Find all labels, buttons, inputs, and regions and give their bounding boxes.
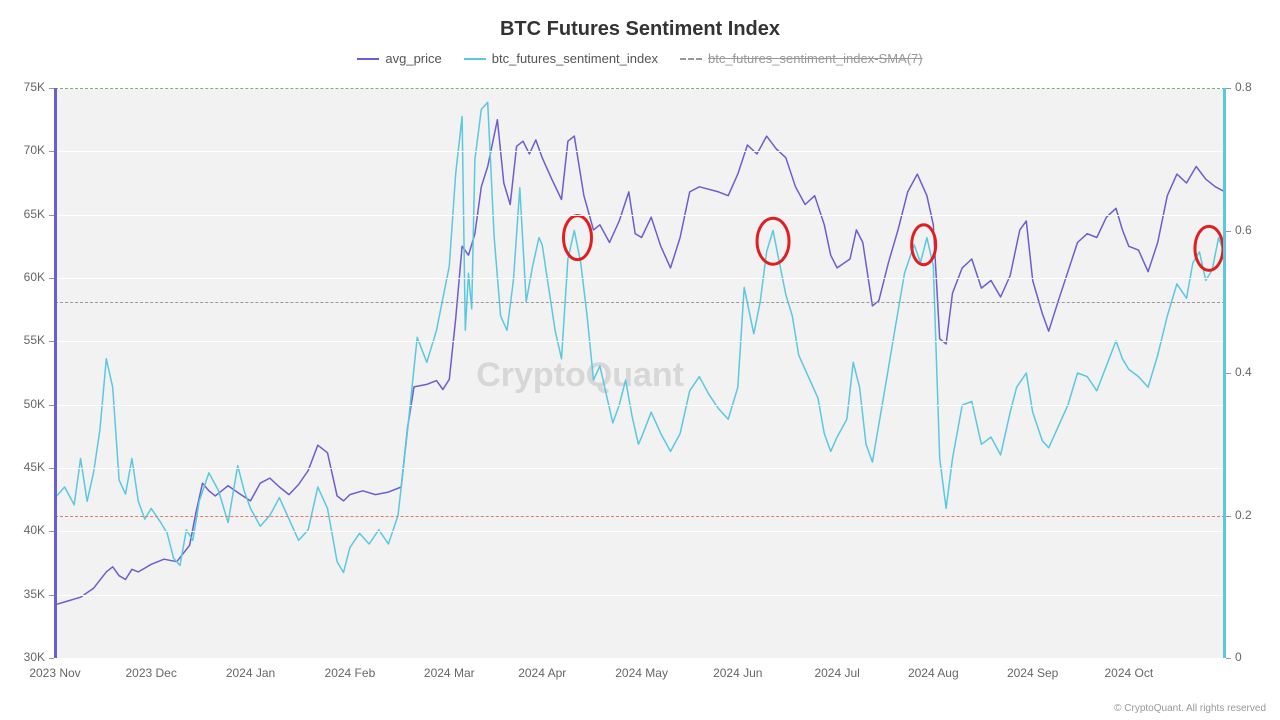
y-left-label: 40K — [0, 523, 45, 537]
tick — [49, 595, 54, 596]
y-left-label: 65K — [0, 207, 45, 221]
annotation-circle — [563, 216, 591, 260]
tick — [49, 278, 54, 279]
reference-line — [55, 88, 1225, 89]
gridline — [55, 341, 1225, 342]
legend-item[interactable]: avg_price — [357, 51, 441, 66]
legend-swatch — [680, 58, 702, 60]
gridline — [55, 215, 1225, 216]
series-sentiment — [55, 102, 1225, 572]
legend-item[interactable]: btc_futures_sentiment_index — [464, 51, 658, 66]
legend-item[interactable]: btc_futures_sentiment_index-SMA(7) — [680, 51, 923, 66]
y-left-label: 70K — [0, 143, 45, 157]
y-left-label: 30K — [0, 650, 45, 664]
x-axis-label: 2024 Apr — [518, 666, 566, 680]
y-right-label: 0 — [1235, 650, 1242, 664]
tick — [49, 215, 54, 216]
gridline — [55, 595, 1225, 596]
tick — [1226, 88, 1231, 89]
x-axis-label: 2024 Oct — [1104, 666, 1153, 680]
x-axis-label: 2023 Dec — [125, 666, 176, 680]
y-left-label: 35K — [0, 587, 45, 601]
annotation-circle — [912, 225, 936, 265]
reference-line — [55, 302, 1225, 303]
x-axis-label: 2024 Feb — [325, 666, 376, 680]
y-right-label: 0.8 — [1235, 80, 1252, 94]
chart-container: BTC Futures Sentiment Index avg_price btc… — [0, 0, 1280, 720]
y-left-label: 75K — [0, 80, 45, 94]
tick — [49, 468, 54, 469]
annotation-circle — [1195, 226, 1223, 270]
legend-swatch — [464, 58, 486, 60]
y-right-label: 0.4 — [1235, 365, 1252, 379]
tick — [49, 658, 54, 659]
x-axis-label: 2023 Nov — [29, 666, 80, 680]
tick — [49, 88, 54, 89]
legend-label: avg_price — [385, 51, 441, 66]
annotation-circle — [757, 218, 789, 264]
chart-title: BTC Futures Sentiment Index — [0, 0, 1280, 41]
legend-label: btc_futures_sentiment_index — [492, 51, 658, 66]
y-left-label: 45K — [0, 460, 45, 474]
legend-label: btc_futures_sentiment_index-SMA(7) — [708, 51, 923, 66]
line-svg-layer — [55, 88, 1225, 658]
y-left-label: 55K — [0, 333, 45, 347]
y-left-label: 60K — [0, 270, 45, 284]
y-right-label: 0.2 — [1235, 508, 1252, 522]
copyright: © CryptoQuant. All rights reserved — [1114, 703, 1266, 714]
x-axis-label: 2024 Mar — [424, 666, 475, 680]
x-axis-label: 2024 Jun — [713, 666, 762, 680]
x-axis-label: 2024 Jul — [814, 666, 859, 680]
y-right-label: 0.6 — [1235, 223, 1252, 237]
y-left-label: 50K — [0, 397, 45, 411]
plot-area: CryptoQuant — [55, 88, 1225, 658]
tick — [1226, 658, 1231, 659]
x-axis-label: 2024 Aug — [908, 666, 959, 680]
tick — [1226, 516, 1231, 517]
x-axis-label: 2024 Sep — [1007, 666, 1058, 680]
x-axis-label: 2024 Jan — [226, 666, 275, 680]
reference-line — [55, 516, 1225, 517]
gridline — [55, 405, 1225, 406]
legend: avg_price btc_futures_sentiment_index btc_… — [0, 51, 1280, 66]
tick — [49, 531, 54, 532]
gridline — [55, 531, 1225, 532]
gridline — [55, 278, 1225, 279]
x-axis-label: 2024 May — [615, 666, 668, 680]
gridline — [55, 468, 1225, 469]
legend-swatch — [357, 58, 379, 60]
tick — [1226, 373, 1231, 374]
tick — [49, 341, 54, 342]
tick — [49, 151, 54, 152]
left-axis-line — [54, 88, 57, 658]
gridline — [55, 151, 1225, 152]
tick — [1226, 231, 1231, 232]
tick — [49, 405, 54, 406]
gridline — [55, 658, 1225, 659]
